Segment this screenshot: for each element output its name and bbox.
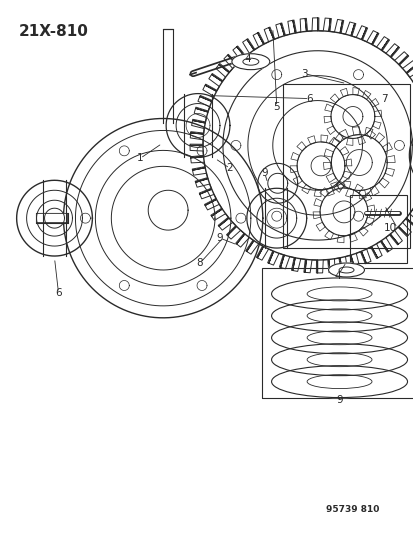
Bar <box>282 84 409 248</box>
Text: 5: 5 <box>273 102 280 111</box>
Text: 10: 10 <box>383 223 396 233</box>
Ellipse shape <box>271 322 406 354</box>
Text: 21X-810: 21X-810 <box>19 24 88 39</box>
Text: 3: 3 <box>301 69 307 79</box>
Text: 95739 810: 95739 810 <box>325 505 378 514</box>
Text: 8: 8 <box>196 258 203 268</box>
Bar <box>262 268 413 398</box>
Text: 9: 9 <box>216 233 223 243</box>
Ellipse shape <box>271 278 406 310</box>
Text: 9: 9 <box>261 168 268 179</box>
Ellipse shape <box>271 344 406 376</box>
Text: 4: 4 <box>333 271 340 281</box>
Text: 2: 2 <box>226 163 233 173</box>
Ellipse shape <box>271 300 406 332</box>
Ellipse shape <box>271 366 406 398</box>
Text: 6: 6 <box>306 94 312 103</box>
Ellipse shape <box>231 54 269 70</box>
Text: 7: 7 <box>380 94 387 103</box>
Text: 6: 6 <box>55 288 62 298</box>
Bar <box>349 195 406 263</box>
Text: 9: 9 <box>335 394 342 405</box>
Text: 4: 4 <box>244 54 251 64</box>
Ellipse shape <box>328 263 363 277</box>
Text: 1: 1 <box>137 154 143 163</box>
